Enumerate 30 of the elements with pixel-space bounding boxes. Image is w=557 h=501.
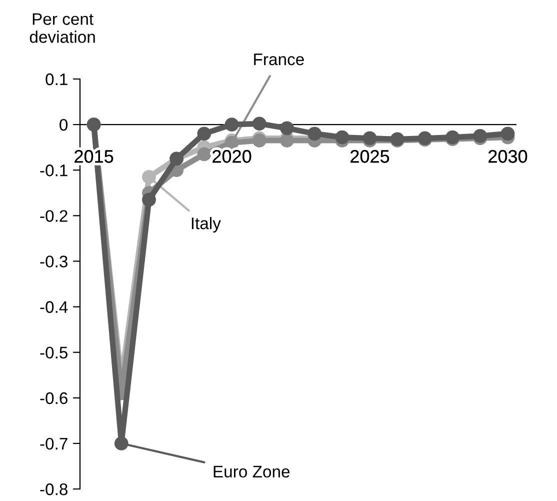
- point: [224, 136, 239, 150]
- y-tick-label: -0.5: [40, 346, 68, 359]
- y-tick-label: -0.8: [40, 483, 68, 496]
- point: [252, 116, 266, 131]
- y-tick-label: 0: [60, 118, 68, 131]
- y-axis-title: Per cent deviation: [30, 13, 95, 43]
- point: [224, 118, 239, 132]
- y-tick-label: -0.1: [40, 164, 68, 176]
- x-tick-label: 2025: [350, 150, 390, 163]
- x-tick-label: 2030: [488, 150, 528, 163]
- point: [114, 436, 128, 450]
- point: [197, 147, 212, 162]
- y-tick-label: -0.6: [40, 392, 68, 404]
- point: [308, 126, 322, 141]
- x-tick-label: 2020: [212, 150, 252, 163]
- text: Italy: [192, 217, 221, 233]
- point: [142, 170, 156, 184]
- y-tick-label: -0.4: [40, 301, 68, 313]
- point: [252, 134, 266, 148]
- text: Euro Zone: [214, 466, 290, 478]
- text: France: [254, 54, 304, 66]
- y-tick-label: -0.3: [40, 256, 68, 268]
- y-tick-label: 0.1: [46, 73, 68, 86]
- y-tick-label: -0.7: [40, 438, 68, 450]
- point: [280, 134, 294, 148]
- point: [197, 126, 212, 141]
- point: [142, 192, 156, 207]
- point: [500, 126, 515, 141]
- y-tick-label: -0.2: [40, 210, 68, 222]
- point: [280, 121, 294, 136]
